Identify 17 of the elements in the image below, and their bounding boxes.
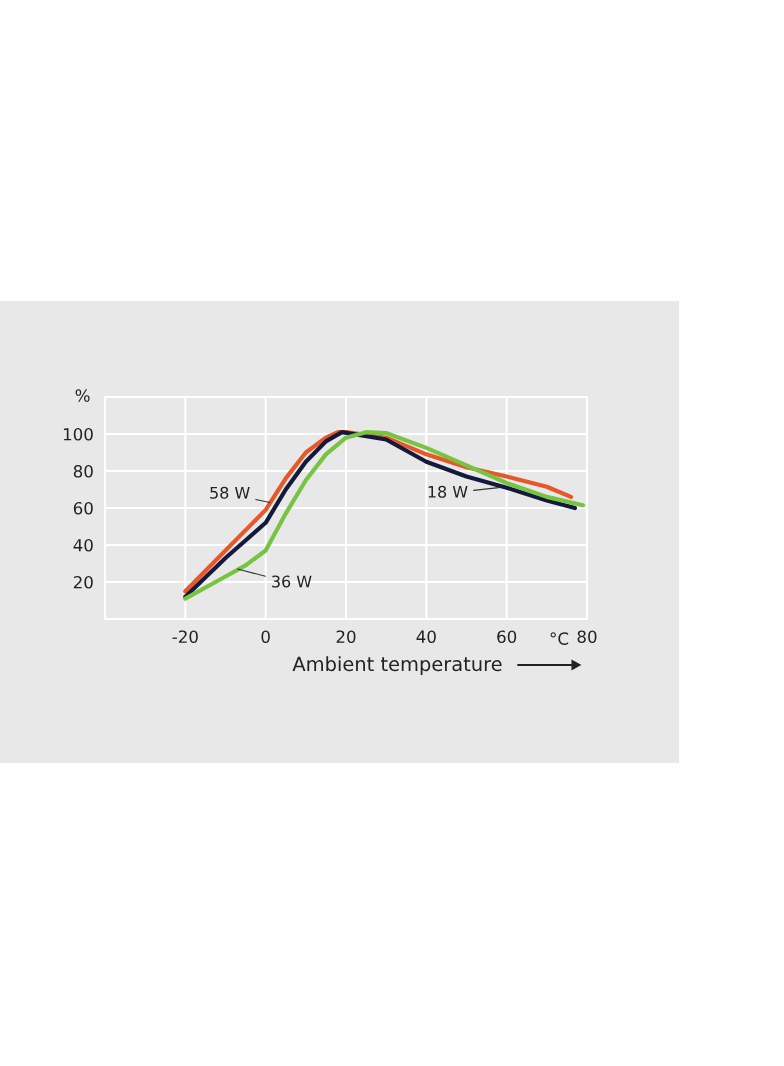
y-tick-label: 40 bbox=[73, 538, 93, 552]
y-axis-title: % bbox=[75, 389, 90, 402]
series-label: 58 W bbox=[210, 486, 250, 499]
y-tick-label: 100 bbox=[63, 427, 93, 441]
y-tick-label: 20 bbox=[73, 575, 93, 589]
y-tick-label: 80 bbox=[73, 464, 93, 478]
series-label: 36 W bbox=[272, 575, 312, 588]
x-axis-title: Ambient temperature bbox=[292, 656, 502, 676]
text: °C bbox=[550, 632, 569, 645]
x-tick-label: 60 bbox=[497, 630, 517, 644]
x-tick-label: 40 bbox=[416, 630, 436, 644]
x-tick-label: 20 bbox=[336, 630, 356, 644]
x-tick-label: 80 bbox=[577, 630, 597, 644]
x-tick-label: 0 bbox=[261, 630, 270, 644]
y-tick-label: 60 bbox=[73, 501, 93, 515]
x-tick-label: -20 bbox=[172, 630, 198, 644]
series-label: 18 W bbox=[428, 485, 468, 498]
